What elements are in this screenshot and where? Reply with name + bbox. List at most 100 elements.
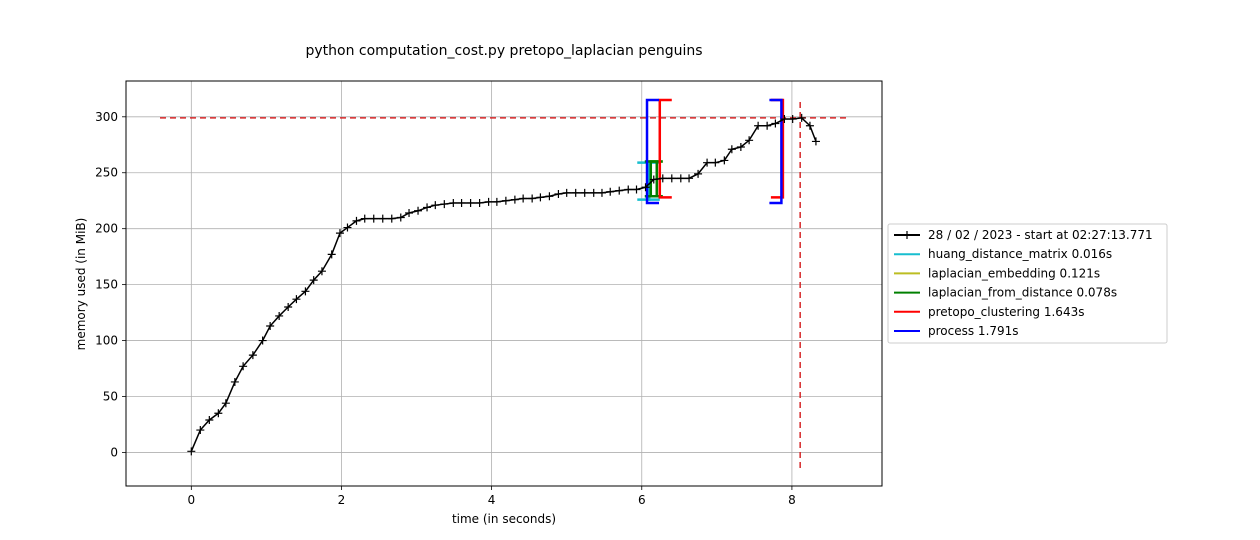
data-point [239, 362, 248, 371]
y-tick-label: 100 [95, 334, 118, 348]
data-point [360, 214, 369, 223]
data-point [205, 415, 214, 424]
legend-label: process 1.791s [928, 324, 1019, 338]
function-brackets [637, 98, 785, 205]
legend-label: huang_distance_matrix 0.016s [928, 247, 1112, 261]
plot-frame [125, 80, 883, 487]
data-point [606, 187, 615, 196]
data-point [301, 287, 310, 296]
data-point [554, 189, 563, 198]
data-point [624, 185, 633, 194]
legend-label: laplacian_from_distance 0.078s [928, 286, 1117, 300]
data-point [685, 174, 694, 183]
data-point [317, 267, 326, 276]
data-point [571, 188, 580, 197]
data-point [387, 214, 396, 223]
grid-lines [126, 81, 882, 486]
legend-frame [887, 223, 1168, 344]
memory-series [187, 113, 820, 456]
data-point [536, 193, 545, 202]
y-tick-label: 250 [95, 166, 118, 180]
y-tick-label: 300 [95, 110, 118, 124]
data-point [797, 113, 806, 122]
legend-label: laplacian_embedding 0.121s [928, 266, 1100, 280]
data-point [248, 351, 257, 360]
data-point [771, 119, 780, 128]
data-point [449, 198, 458, 207]
legend-label: 28 / 02 / 2023 - start at 02:27:13.771 [928, 228, 1153, 242]
data-point [763, 121, 772, 130]
data-point [632, 185, 641, 194]
data-point [327, 250, 336, 259]
data-point [230, 377, 239, 386]
x-tick-label: 6 [638, 493, 646, 507]
y-tick-label: 50 [103, 389, 118, 403]
data-point [615, 186, 624, 195]
data-point [369, 214, 378, 223]
data-point [457, 198, 466, 207]
reference-lines [160, 102, 848, 468]
data-point [196, 426, 205, 435]
y-tick-label: 200 [95, 222, 118, 236]
chart-title: python computation_cost.py pretopo_lapla… [305, 43, 702, 59]
x-tick-label: 2 [338, 493, 346, 507]
data-point [440, 200, 449, 209]
data-point [510, 195, 519, 204]
data-point [352, 216, 361, 225]
data-point [780, 115, 789, 124]
data-point [405, 209, 414, 218]
data-point [736, 143, 745, 152]
data-point [343, 223, 352, 232]
data-point [727, 145, 736, 154]
data-point [519, 194, 528, 203]
data-point [501, 196, 510, 205]
data-point [396, 213, 405, 222]
data-point [711, 158, 720, 167]
data-point [284, 302, 293, 311]
data-point [258, 336, 267, 345]
legend: 28 / 02 / 2023 - start at 02:27:13.771 hu… [887, 223, 1168, 344]
data-point [309, 276, 318, 285]
data-point [275, 311, 284, 320]
data-point [266, 322, 275, 331]
data-point [335, 229, 344, 238]
data-point [658, 174, 667, 183]
bracket-start [645, 98, 660, 205]
data-point [378, 214, 387, 223]
data-point [805, 121, 814, 130]
data-point [484, 197, 493, 206]
data-point [492, 197, 501, 206]
y-axis-label: memory used (in MiB) [74, 218, 88, 351]
y-axis-ticks: 0 50 100 150 200 250 300 [95, 110, 126, 459]
data-point [667, 174, 676, 183]
data-point [414, 206, 423, 215]
data-point [788, 115, 797, 124]
data-point [431, 201, 440, 210]
data-point [811, 137, 820, 146]
x-tick-label: 4 [488, 493, 496, 507]
data-point [292, 295, 301, 304]
y-tick-label: 150 [95, 278, 118, 292]
data-point [221, 399, 230, 408]
bracket-start [658, 98, 672, 199]
data-point [589, 188, 598, 197]
data-point [720, 156, 729, 165]
data-point [466, 198, 475, 207]
data-point [597, 188, 606, 197]
data-point [214, 409, 223, 418]
data-point [649, 175, 658, 184]
data-point [423, 203, 432, 212]
data-point [545, 192, 554, 201]
data-point [528, 194, 537, 203]
x-axis-label: time (in seconds) [452, 512, 556, 526]
x-axis-ticks: 0 2 4 6 8 [187, 486, 796, 507]
bracket-end [637, 161, 651, 201]
y-tick-label: 0 [110, 445, 118, 459]
data-point [475, 198, 484, 207]
data-point [754, 121, 763, 130]
x-tick-label: 8 [788, 493, 796, 507]
bracket-end [769, 98, 783, 205]
data-point [187, 447, 196, 456]
x-tick-label: 0 [187, 493, 195, 507]
